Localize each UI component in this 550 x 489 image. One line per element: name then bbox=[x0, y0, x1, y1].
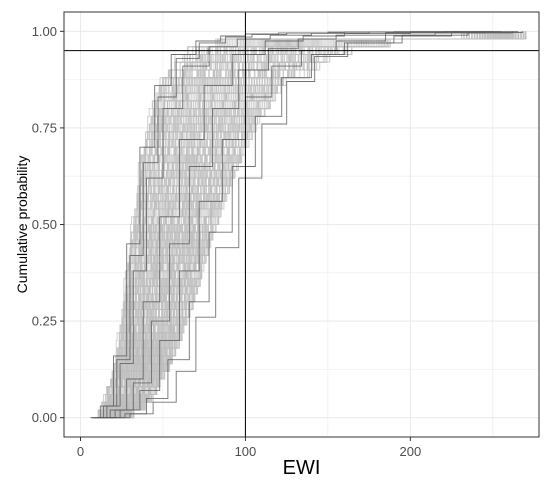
x-tick-label: 0 bbox=[77, 444, 84, 459]
y-axis-ticks: 0.00 0.25 0.50 0.75 1.00 bbox=[32, 24, 64, 425]
y-tick-label: 0.75 bbox=[32, 120, 57, 135]
ecdf-series-7 bbox=[100, 31, 502, 419]
ecdf-curves bbox=[90, 31, 527, 419]
x-axis-title: EWI bbox=[283, 457, 321, 479]
ecdf-band-curve bbox=[100, 31, 491, 419]
ecdf-series-1 bbox=[90, 31, 461, 419]
ecdf-series-5 bbox=[108, 31, 514, 419]
y-tick-label: 0.00 bbox=[32, 410, 57, 425]
ecdf-series-6 bbox=[92, 31, 477, 419]
y-tick-label: 0.50 bbox=[32, 217, 57, 232]
reference-lines bbox=[64, 12, 539, 437]
ecdf-series-8 bbox=[110, 31, 523, 419]
x-tick-label: 200 bbox=[400, 444, 422, 459]
y-axis-title: Cumulative probability bbox=[14, 156, 30, 294]
x-axis-ticks: 0 100 200 bbox=[77, 437, 421, 459]
x-tick-label: 100 bbox=[235, 444, 257, 459]
y-tick-label: 0.25 bbox=[32, 314, 57, 329]
ecdf-band-curve bbox=[111, 31, 527, 419]
y-tick-label: 1.00 bbox=[32, 24, 57, 39]
